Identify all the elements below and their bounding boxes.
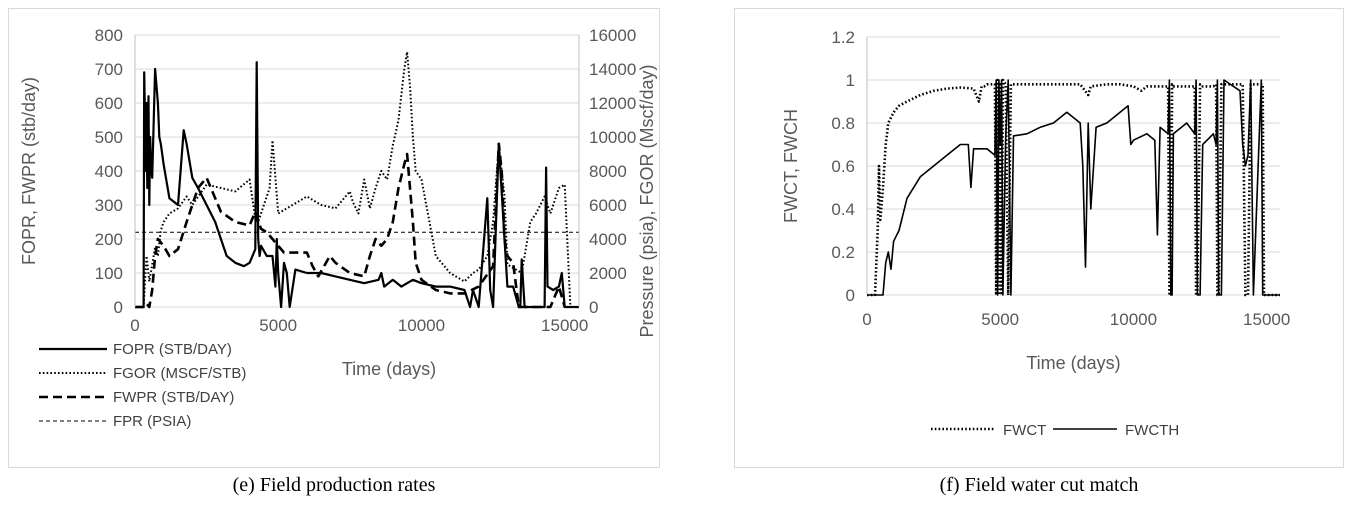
y2-tick-label: 12000 <box>589 94 636 113</box>
y2-tick-label: 10000 <box>589 128 636 147</box>
y-tick-label: 0 <box>114 298 123 317</box>
series-line-2 <box>135 51 572 308</box>
legend-label-fwct: FWCT <box>1003 422 1046 439</box>
y2-tick-label: 14000 <box>589 60 636 79</box>
series-line-1 <box>135 61 579 309</box>
y-axis-title: FWCT, FWCH <box>781 109 801 223</box>
y-tick-label: 0.6 <box>831 157 855 176</box>
chart-e-legend: FOPR (STB/DAY) FGOR (MSCF/STB) FWPR (STB/D… <box>39 341 246 430</box>
x-tick-label: 10000 <box>1110 310 1157 329</box>
x-tick-label: 5000 <box>259 316 297 335</box>
chart-f-axes: 0 0.2 0.4 0.6 0.8 1 1.2 0 5000 10000 15000 FWCT, FW… <box>781 28 1290 373</box>
chart-e-series <box>135 51 579 309</box>
y-tick-label: 200 <box>95 230 123 249</box>
y-tick-label: 0.4 <box>831 200 855 219</box>
x-tick-label: 10000 <box>398 316 445 335</box>
y-tick-label: 0.2 <box>831 243 855 262</box>
series-line-3 <box>135 142 566 309</box>
chart-f-legend: FWCT FWCTH <box>931 422 1179 439</box>
x-axis-title: Time (days) <box>1026 353 1120 373</box>
y-axis-title: FOPR, FWPR (stb/day) <box>19 77 39 265</box>
x-tick-label: 5000 <box>981 310 1019 329</box>
y-tick-label: 0 <box>846 286 855 305</box>
chart-e-svg: 0100200300400500600700800020004000600080… <box>19 26 657 430</box>
chart-e-axes: 0100200300400500600700800020004000600080… <box>19 26 657 379</box>
y2-tick-label: 16000 <box>589 26 636 45</box>
x-tick-label: 0 <box>862 310 871 329</box>
legend-label-fwcth: FWCTH <box>1125 422 1179 439</box>
legend-label-1: FOPR (STB/DAY) <box>113 341 232 358</box>
y-tick-label: 500 <box>95 128 123 147</box>
series-line-fwcth <box>867 79 1280 296</box>
y-tick-label: 400 <box>95 162 123 181</box>
legend-label-3: FWPR (STB/DAY) <box>113 389 234 406</box>
y-tick-label: 1 <box>846 71 855 90</box>
x-tick-label: 15000 <box>1243 310 1290 329</box>
y-tick-label: 600 <box>95 94 123 113</box>
caption-e: (e) Field production rates <box>232 474 436 496</box>
y2-tick-label: 4000 <box>589 230 627 249</box>
x-tick-label: 0 <box>130 316 139 335</box>
legend-label-4: FPR (PSIA) <box>113 413 191 430</box>
y-tick-label: 1.2 <box>831 28 855 47</box>
y-tick-label: 0.8 <box>831 114 855 133</box>
series-line-fwct <box>867 78 1280 297</box>
y2-tick-label: 8000 <box>589 162 627 181</box>
chart-e-panel: 0 100 200 300 400 500 600 700 800 0 2000 4000 6000 80… <box>8 8 660 468</box>
y2-axis-title: Pressure (psia), FGOR (Mscf/day) <box>637 64 657 337</box>
y2-tick-label: 6000 <box>589 196 627 215</box>
x-axis-title: Time (days) <box>342 359 436 379</box>
x-tick-label: 15000 <box>541 316 588 335</box>
y2-tick-label: 2000 <box>589 264 627 283</box>
chart-f-grid <box>867 36 1280 296</box>
chart-f-series <box>867 78 1280 297</box>
y-tick-label: 800 <box>95 26 123 45</box>
y-tick-label: 700 <box>95 60 123 79</box>
y2-tick-label: 0 <box>589 298 598 317</box>
legend-label-2: FGOR (MSCF/STB) <box>113 365 246 382</box>
chart-f-panel: 0 0.2 0.4 0.6 0.8 1 1.2 0 5000 10000 15000 FWCT, FW… <box>734 8 1344 468</box>
y-tick-label: 300 <box>95 196 123 215</box>
chart-e-grid <box>135 34 579 308</box>
y-tick-label: 100 <box>95 264 123 283</box>
chart-f-svg: 0 0.2 0.4 0.6 0.8 1 1.2 0 5000 10000 15000 FWCT, FW… <box>781 28 1290 439</box>
caption-f: (f) Field water cut match <box>939 474 1139 496</box>
